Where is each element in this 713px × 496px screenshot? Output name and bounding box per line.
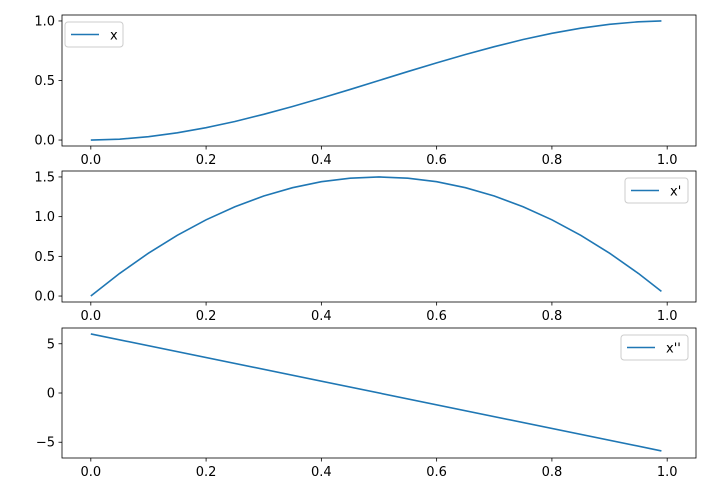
y-tick-label: 0.0: [34, 290, 55, 305]
y-tick-label: 0.5: [34, 250, 55, 265]
x-tick-label: 0.4: [311, 465, 332, 480]
x-tick-label: 0.8: [542, 309, 563, 324]
x-tick-label: 0.8: [542, 153, 563, 168]
x-tick-label: 0.6: [426, 309, 447, 324]
subplot-1: 0.0 0.2 0.4 0.6 0.8 1.0 0.0 0.5 1.0 x: [34, 14, 697, 168]
x-tick-label: 0.6: [426, 465, 447, 480]
subplot-3: 0.0 0.2 0.4 0.6 0.8 1.0 −5 0 5 x'': [36, 327, 697, 480]
x-tick-label: 0.2: [196, 309, 217, 324]
series-line-2: [90, 176, 662, 297]
x-tick-label: 0.0: [80, 465, 101, 480]
legend-label: x: [110, 29, 118, 44]
y-tick-label: 1.0: [34, 210, 55, 225]
subplot-2: 0.0 0.2 0.4 0.6 0.8 1.0 0.0 0.5 1.0 1.5 x': [34, 170, 697, 324]
y-tick-label: 1.5: [34, 170, 55, 185]
legend-label: x': [670, 185, 681, 200]
x-tick-label: 0.0: [80, 309, 101, 324]
x-tick-label: 0.0: [80, 153, 101, 168]
x-tick-label: 1.0: [657, 153, 678, 168]
axes-frame: [61, 170, 697, 303]
y-tick-label: 1.0: [34, 14, 55, 29]
series-line-1: [90, 20, 662, 141]
legend: x': [624, 177, 689, 204]
subplots: 0.0 0.2 0.4 0.6 0.8 1.0 0.0 0.5 1.0 x 0.0 0.2 0.4 0.6…: [34, 14, 697, 480]
x-tick-label: 0.8: [542, 465, 563, 480]
y-tick-label: 0: [47, 387, 55, 402]
x-tick-label: 0.4: [311, 309, 332, 324]
series-line-3: [90, 333, 662, 452]
x-tick-label: 1.0: [657, 309, 678, 324]
y-tick-label: −5: [36, 436, 55, 451]
y-tick-label: 0.5: [34, 74, 55, 89]
y-tick-label: 0.0: [34, 134, 55, 149]
x-tick-label: 0.4: [311, 153, 332, 168]
y-tick-label: 5: [47, 337, 55, 352]
legend: x: [64, 21, 124, 48]
x-tick-label: 0.2: [196, 153, 217, 168]
legend: x'': [620, 334, 689, 361]
x-tick-label: 1.0: [657, 465, 678, 480]
legend-label: x'': [666, 342, 681, 357]
x-tick-label: 0.2: [196, 465, 217, 480]
x-tick-label: 0.6: [426, 153, 447, 168]
